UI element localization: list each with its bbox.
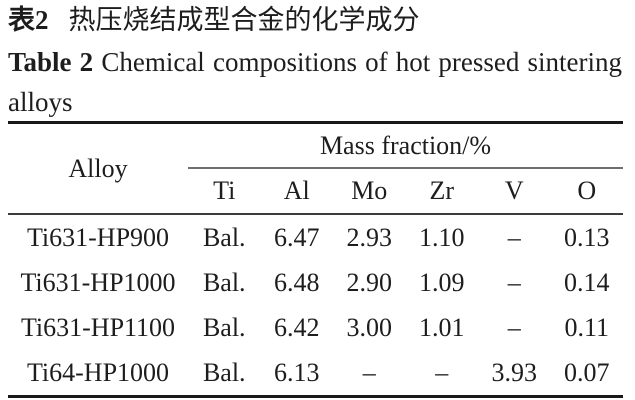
alloy-name: Ti631-HP1000 <box>20 267 176 297</box>
value-cell-al: 6.48 <box>274 267 320 297</box>
value-cell-o: 0.14 <box>564 267 610 297</box>
value-cell-o: 0.07 <box>564 357 610 387</box>
value-cell-zr: 1.09 <box>419 267 465 297</box>
value-cell-al: 6.42 <box>274 312 320 342</box>
value-cell-v: 3.93 <box>491 357 538 387</box>
table-row: Ti631-HP1000 Bal. 6.48 2.90 1.09 – 0.14 <box>8 260 623 305</box>
table-caption-english-line2: alloys <box>8 87 73 117</box>
value-cell-o: 0.13 <box>564 222 610 252</box>
alloy-name: Ti64-HP1000 <box>26 357 170 387</box>
alloy-name: Ti631-HP1100 <box>20 312 176 342</box>
table-row: Ti64-HP1000 Bal. 6.13 – – 3.93 0.07 <box>8 350 623 397</box>
column-header-v: V <box>478 168 551 215</box>
value-cell-mo: – <box>362 357 376 387</box>
value-cell-v: – <box>507 222 521 252</box>
table-caption-english-text: Chemical compositions of hot pressed sin… <box>101 47 622 77</box>
alloy-column-header: Alloy <box>8 122 188 215</box>
value-cell-ti: Bal. <box>202 312 246 342</box>
value-cell-al: 6.47 <box>274 222 320 252</box>
value-cell-zr: 1.10 <box>419 222 465 252</box>
mass-fraction-group-header: Mass fraction/% <box>188 122 623 169</box>
column-header-al: Al <box>260 168 333 215</box>
value-cell-mo: 3.00 <box>346 312 393 342</box>
value-cell-zr: 1.01 <box>419 312 465 342</box>
value-cell-ti: Bal. <box>202 222 246 252</box>
table-row: Ti631-HP900 Bal. 6.47 2.93 1.10 – 0.13 <box>8 214 623 260</box>
column-header-mo: Mo <box>333 168 406 215</box>
column-header-zr: Zr <box>405 168 478 215</box>
header-row-elements: Ti Al Mo Zr V O <box>8 168 623 215</box>
table-row: Ti631-HP1100 Bal. 6.42 3.00 1.01 – 0.11 <box>8 305 623 350</box>
value-cell-mo: 2.90 <box>346 267 393 297</box>
value-cell-ti: Bal. <box>202 267 246 297</box>
chemical-composition-table: Alloy Mass fraction/% Ti Al Mo Zr V O Ti… <box>8 121 623 398</box>
value-cell-al: 6.13 <box>274 357 320 387</box>
value-cell-ti: Bal. <box>202 357 246 387</box>
header-row-group: Alloy Mass fraction/% <box>8 122 623 215</box>
value-cell-mo: 2.93 <box>346 222 393 252</box>
column-header-ti: Ti <box>188 168 261 215</box>
value-cell-v: – <box>507 312 521 342</box>
table-caption-english-label: Table 2 <box>8 47 94 77</box>
table-caption-english: Table 2 Chemical compositions of hot pre… <box>8 44 622 80</box>
table-caption-chinese-text: 热压烧结成型合金的化学成分 <box>68 5 420 35</box>
column-header-o: O <box>550 168 623 215</box>
table-caption-chinese-label: 表2 <box>8 5 49 35</box>
table-caption-chinese: 表2 热压烧结成型合金的化学成分 <box>8 1 623 39</box>
value-cell-v: – <box>507 267 521 297</box>
value-cell-zr: – <box>435 357 449 387</box>
alloy-name: Ti631-HP900 <box>26 222 170 252</box>
value-cell-o: 0.11 <box>564 312 610 342</box>
